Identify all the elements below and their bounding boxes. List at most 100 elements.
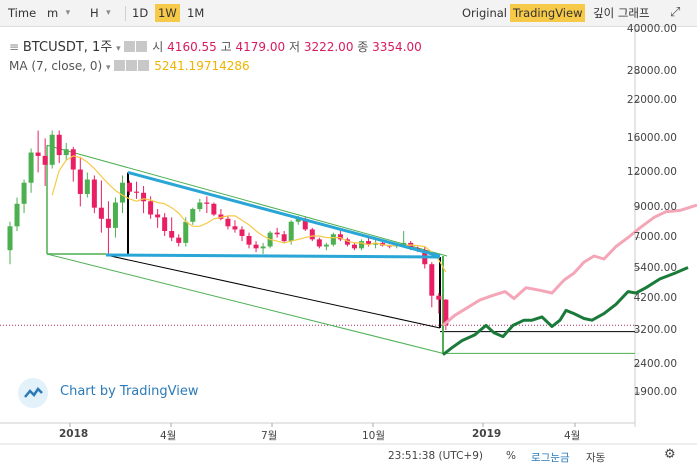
x-tick-label: 4월 bbox=[564, 430, 581, 442]
interval-1m-button[interactable]: 1M bbox=[187, 6, 205, 20]
candle-body bbox=[49, 134, 55, 165]
candle-body bbox=[429, 264, 435, 296]
candle-body bbox=[141, 192, 147, 202]
candle-body bbox=[302, 218, 308, 230]
candle-body bbox=[190, 209, 196, 222]
y-tick-label: 22000.00 bbox=[626, 94, 677, 107]
candle-body bbox=[112, 202, 118, 228]
original-view-button[interactable]: Original bbox=[462, 6, 508, 20]
y-tick-label: 1900.00 bbox=[633, 386, 677, 398]
close-icon[interactable] bbox=[138, 60, 150, 71]
interval-1d-button[interactable]: 1D bbox=[132, 6, 149, 20]
candle-body bbox=[204, 202, 210, 204]
time-label: Time bbox=[8, 6, 37, 20]
price-chart[interactable] bbox=[0, 27, 697, 469]
y-tick-label: 28000.00 bbox=[626, 65, 677, 78]
symbol-legend: ≡ BTCUSDT, 1주 ▾ 시 4160.55 고 4179.00 저 32… bbox=[9, 36, 422, 55]
close-value: 3354.00 bbox=[372, 40, 422, 54]
candle-body bbox=[134, 191, 140, 193]
x-tick-label: 7월 bbox=[261, 430, 278, 442]
candle-body bbox=[232, 226, 238, 230]
chevron-down-icon[interactable]: ▾ bbox=[116, 44, 121, 54]
candle-body bbox=[211, 203, 217, 215]
candle-body bbox=[309, 229, 315, 240]
chart-area[interactable] bbox=[0, 27, 697, 469]
x-tick-label: 4월 bbox=[160, 430, 177, 442]
candle-body bbox=[63, 149, 69, 156]
settings-icon[interactable] bbox=[126, 60, 138, 71]
candle-body bbox=[21, 182, 27, 204]
open-label: 시 bbox=[152, 40, 164, 54]
pink-projection-line bbox=[442, 203, 697, 327]
divider bbox=[125, 6, 126, 21]
candle-body bbox=[7, 226, 13, 251]
bottom-bar: 23:51:38 (UTC+9) % 로그눈금 자동 ⚙ bbox=[0, 444, 697, 469]
candle-body bbox=[155, 214, 161, 218]
candle-body bbox=[91, 179, 97, 208]
settings-icon[interactable] bbox=[136, 41, 148, 52]
candle-body bbox=[351, 244, 357, 249]
tradingview-view-button[interactable]: TradingView bbox=[510, 4, 586, 22]
candle-body bbox=[330, 234, 336, 245]
percent-scale-button[interactable]: % bbox=[506, 450, 516, 462]
y-tick-label: 3200.00 bbox=[633, 323, 677, 336]
low-value: 3222.00 bbox=[303, 40, 354, 54]
collapse-icon[interactable]: ≡ bbox=[9, 40, 20, 54]
candle-body bbox=[35, 152, 41, 156]
candle-body bbox=[84, 179, 90, 194]
candle-body bbox=[260, 246, 266, 249]
green-projection-line bbox=[442, 266, 689, 356]
visibility-icon[interactable] bbox=[124, 41, 136, 52]
hour-select[interactable]: H bbox=[90, 4, 110, 22]
horizontal-support-line bbox=[105, 253, 441, 259]
candle-body bbox=[225, 218, 231, 227]
minute-select[interactable]: m bbox=[47, 4, 71, 22]
candle-body bbox=[148, 201, 154, 215]
chevron-down-icon[interactable]: ▾ bbox=[106, 63, 111, 73]
ma-label: MA (7, close, 0) bbox=[9, 59, 103, 73]
x-tick-label: 2018 bbox=[59, 428, 89, 440]
candle-body bbox=[443, 299, 449, 326]
close-label: 종 bbox=[357, 40, 369, 54]
candle-body bbox=[127, 182, 133, 192]
candle-body bbox=[344, 239, 350, 245]
gear-icon[interactable]: ⚙ bbox=[664, 447, 676, 462]
candle-body bbox=[295, 218, 301, 222]
y-tick-label: 2400.00 bbox=[633, 358, 677, 371]
ma-legend: MA (7, close, 0) ▾ 5241.19714286 bbox=[9, 59, 250, 73]
candle-body bbox=[323, 244, 329, 247]
interval-1w-button[interactable]: 1W bbox=[155, 4, 180, 22]
candle-body bbox=[218, 214, 224, 219]
expand-icon[interactable]: ⤢ bbox=[670, 5, 681, 20]
log-scale-button[interactable]: 로그눈금 bbox=[531, 452, 570, 464]
y-tick-label: 16000.00 bbox=[626, 132, 677, 145]
black-trend-line bbox=[105, 254, 441, 329]
candle-body bbox=[253, 244, 259, 249]
y-tick-label: 9000.00 bbox=[633, 200, 677, 213]
auto-scale-button[interactable]: 자동 bbox=[586, 452, 606, 464]
depth-chart-button[interactable]: 깊이 그래프 bbox=[593, 6, 650, 20]
channel-upper-line bbox=[46, 144, 448, 257]
candle-body bbox=[162, 217, 168, 232]
y-tick-label: 4200.00 bbox=[633, 291, 677, 304]
candle-body bbox=[56, 134, 62, 156]
y-tick-label: 7000.00 bbox=[633, 230, 677, 243]
candle-body bbox=[373, 242, 379, 245]
candle-body bbox=[281, 234, 287, 242]
high-label: 고 bbox=[220, 40, 232, 54]
visibility-icon[interactable] bbox=[114, 60, 126, 71]
tradingview-watermark[interactable]: Chart by TradingView bbox=[60, 384, 199, 399]
ma-line bbox=[51, 155, 447, 273]
candle-body bbox=[98, 207, 104, 219]
candle-body bbox=[119, 182, 125, 203]
candle-body bbox=[359, 241, 364, 249]
candle-body bbox=[288, 221, 294, 242]
toolbar: Time m H 1D 1W 1M Original TradingView 깊… bbox=[0, 0, 697, 27]
candle-body bbox=[337, 234, 343, 240]
candle-body bbox=[401, 242, 407, 245]
candle-body bbox=[183, 221, 189, 243]
candle-body bbox=[70, 149, 76, 170]
candle-body bbox=[42, 155, 48, 165]
candle-body bbox=[316, 239, 322, 247]
y-axis-panel bbox=[635, 27, 697, 427]
